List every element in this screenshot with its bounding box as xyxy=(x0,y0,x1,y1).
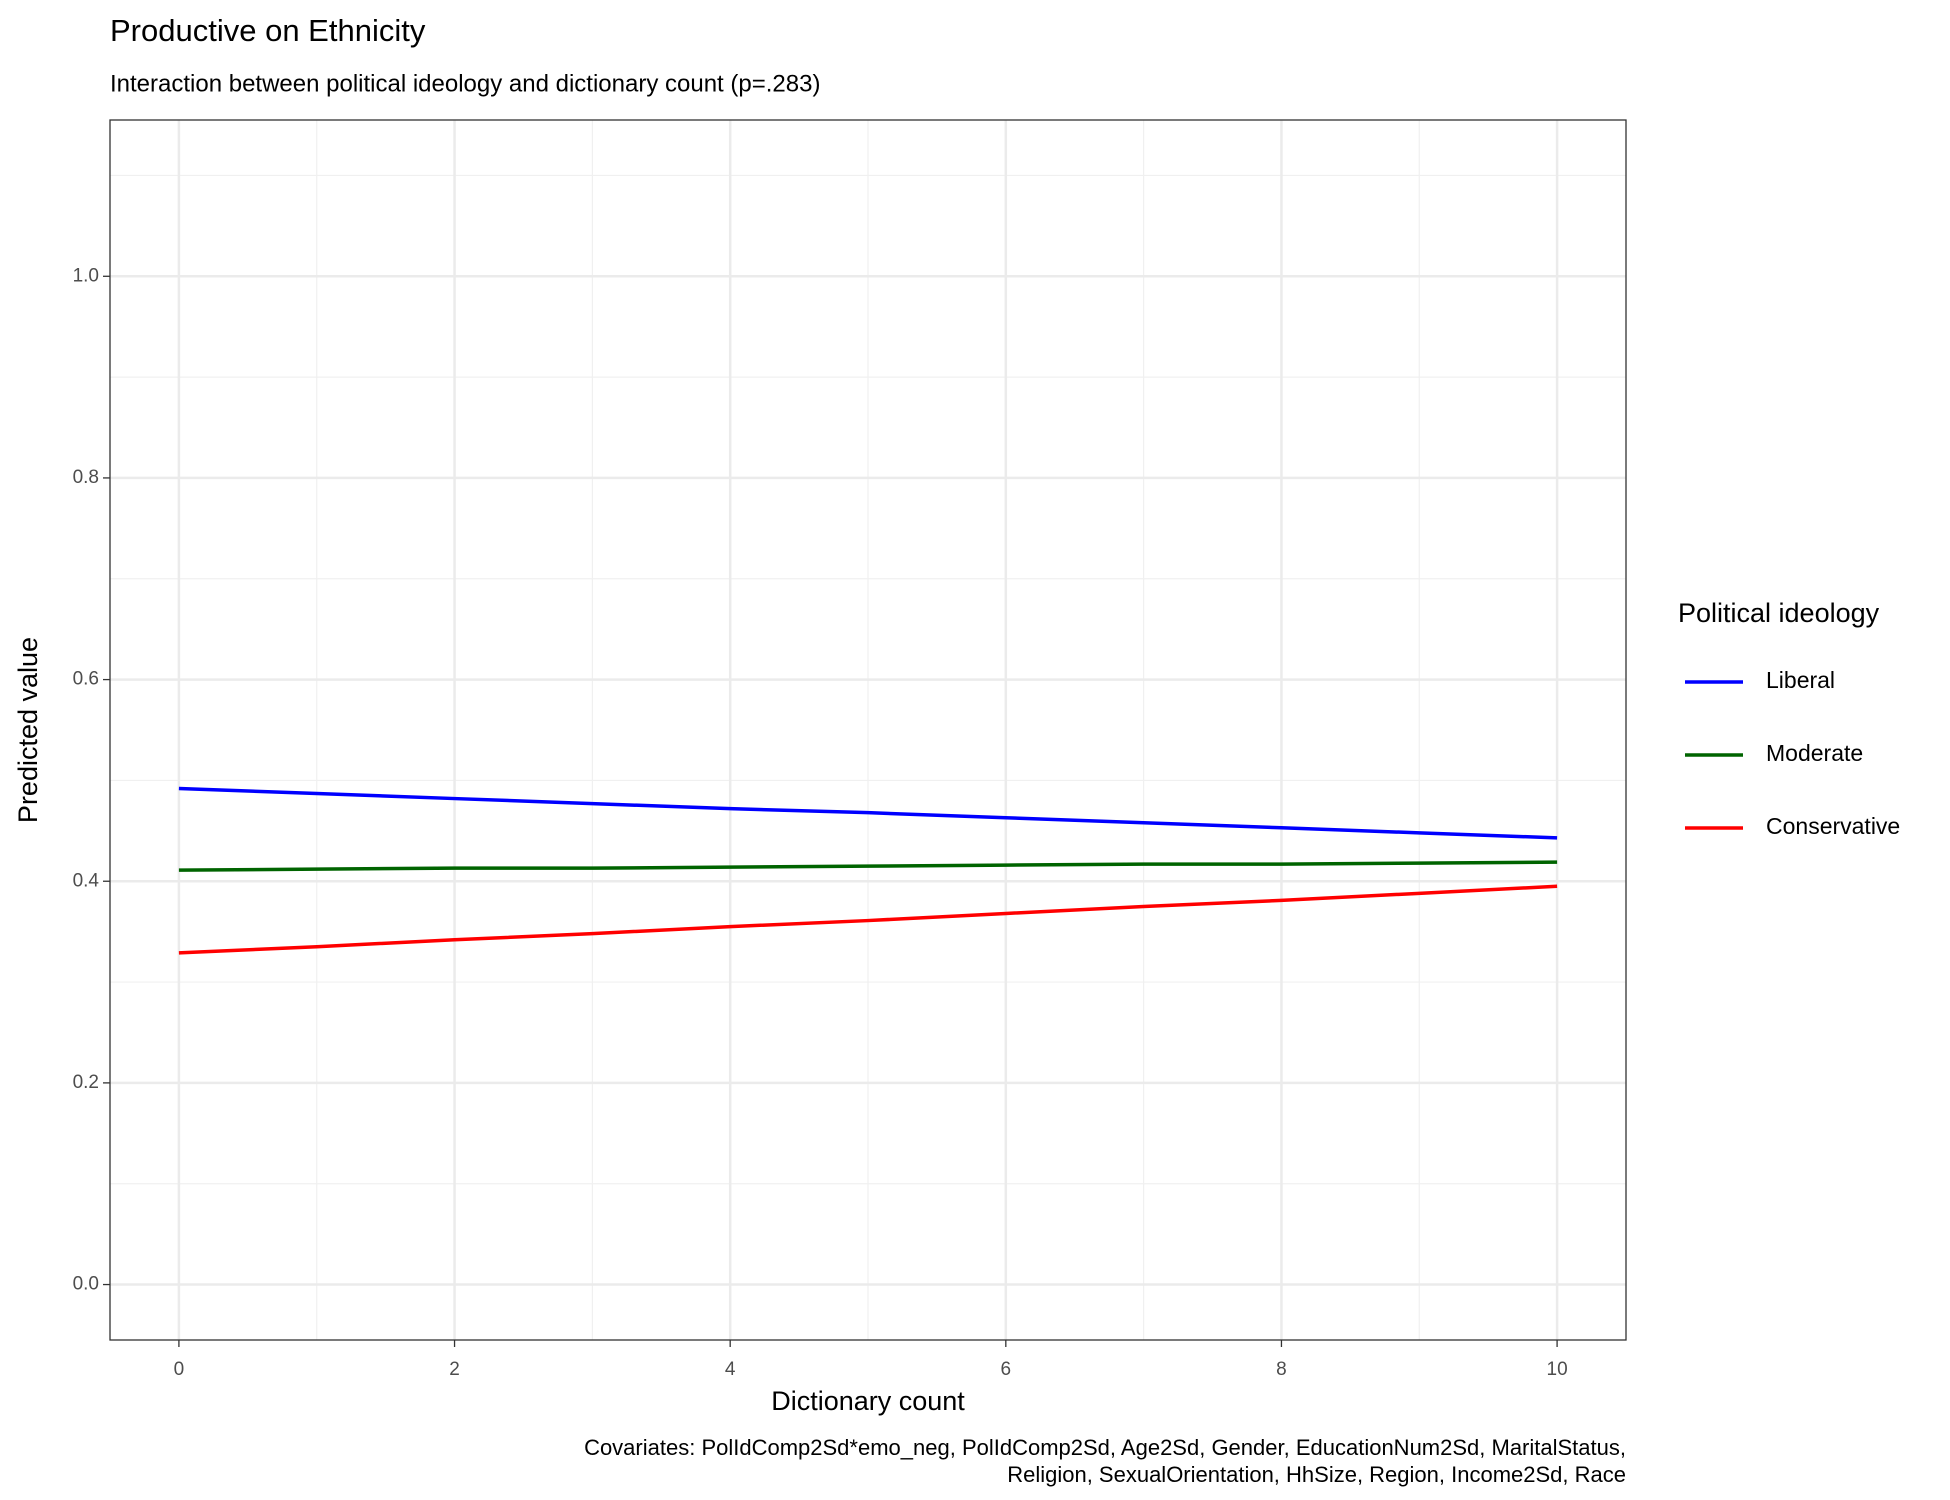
y-tick-label: 1.0 xyxy=(73,265,99,286)
y-tick-label: 0.0 xyxy=(73,1274,99,1295)
x-tick-label: 4 xyxy=(725,1359,736,1380)
y-tick-label: 0.8 xyxy=(73,467,99,488)
legend-label: Moderate xyxy=(1766,740,1863,766)
caption: Covariates: PolIdComp2Sd*emo_neg, PolIdC… xyxy=(584,1435,1626,1460)
caption: Religion, SexualOrientation, HhSize, Reg… xyxy=(1007,1462,1626,1487)
x-tick-label: 10 xyxy=(1547,1359,1568,1380)
y-axis-title: Predicted value xyxy=(13,637,43,823)
x-tick-label: 6 xyxy=(1001,1359,1012,1380)
legend-label: Conservative xyxy=(1766,813,1900,839)
y-tick-label: 0.2 xyxy=(73,1072,99,1093)
y-tick-label: 0.4 xyxy=(73,870,100,891)
data-line xyxy=(178,786,1558,840)
data-line xyxy=(178,884,1558,955)
x-tick-label: 0 xyxy=(174,1359,185,1380)
chart-subtitle: Interaction between political ideology a… xyxy=(110,70,820,97)
y-tick-label: 0.6 xyxy=(73,669,99,690)
legend-title: Political ideology xyxy=(1678,598,1880,628)
data-line xyxy=(178,860,1558,872)
panel-border xyxy=(109,119,1627,1341)
x-axis-title: Dictionary count xyxy=(771,1386,965,1416)
chart-title: Productive on Ethnicity xyxy=(110,13,426,48)
legend-label: Liberal xyxy=(1766,667,1835,693)
x-tick-label: 2 xyxy=(449,1359,460,1380)
x-tick-label: 8 xyxy=(1276,1359,1287,1380)
